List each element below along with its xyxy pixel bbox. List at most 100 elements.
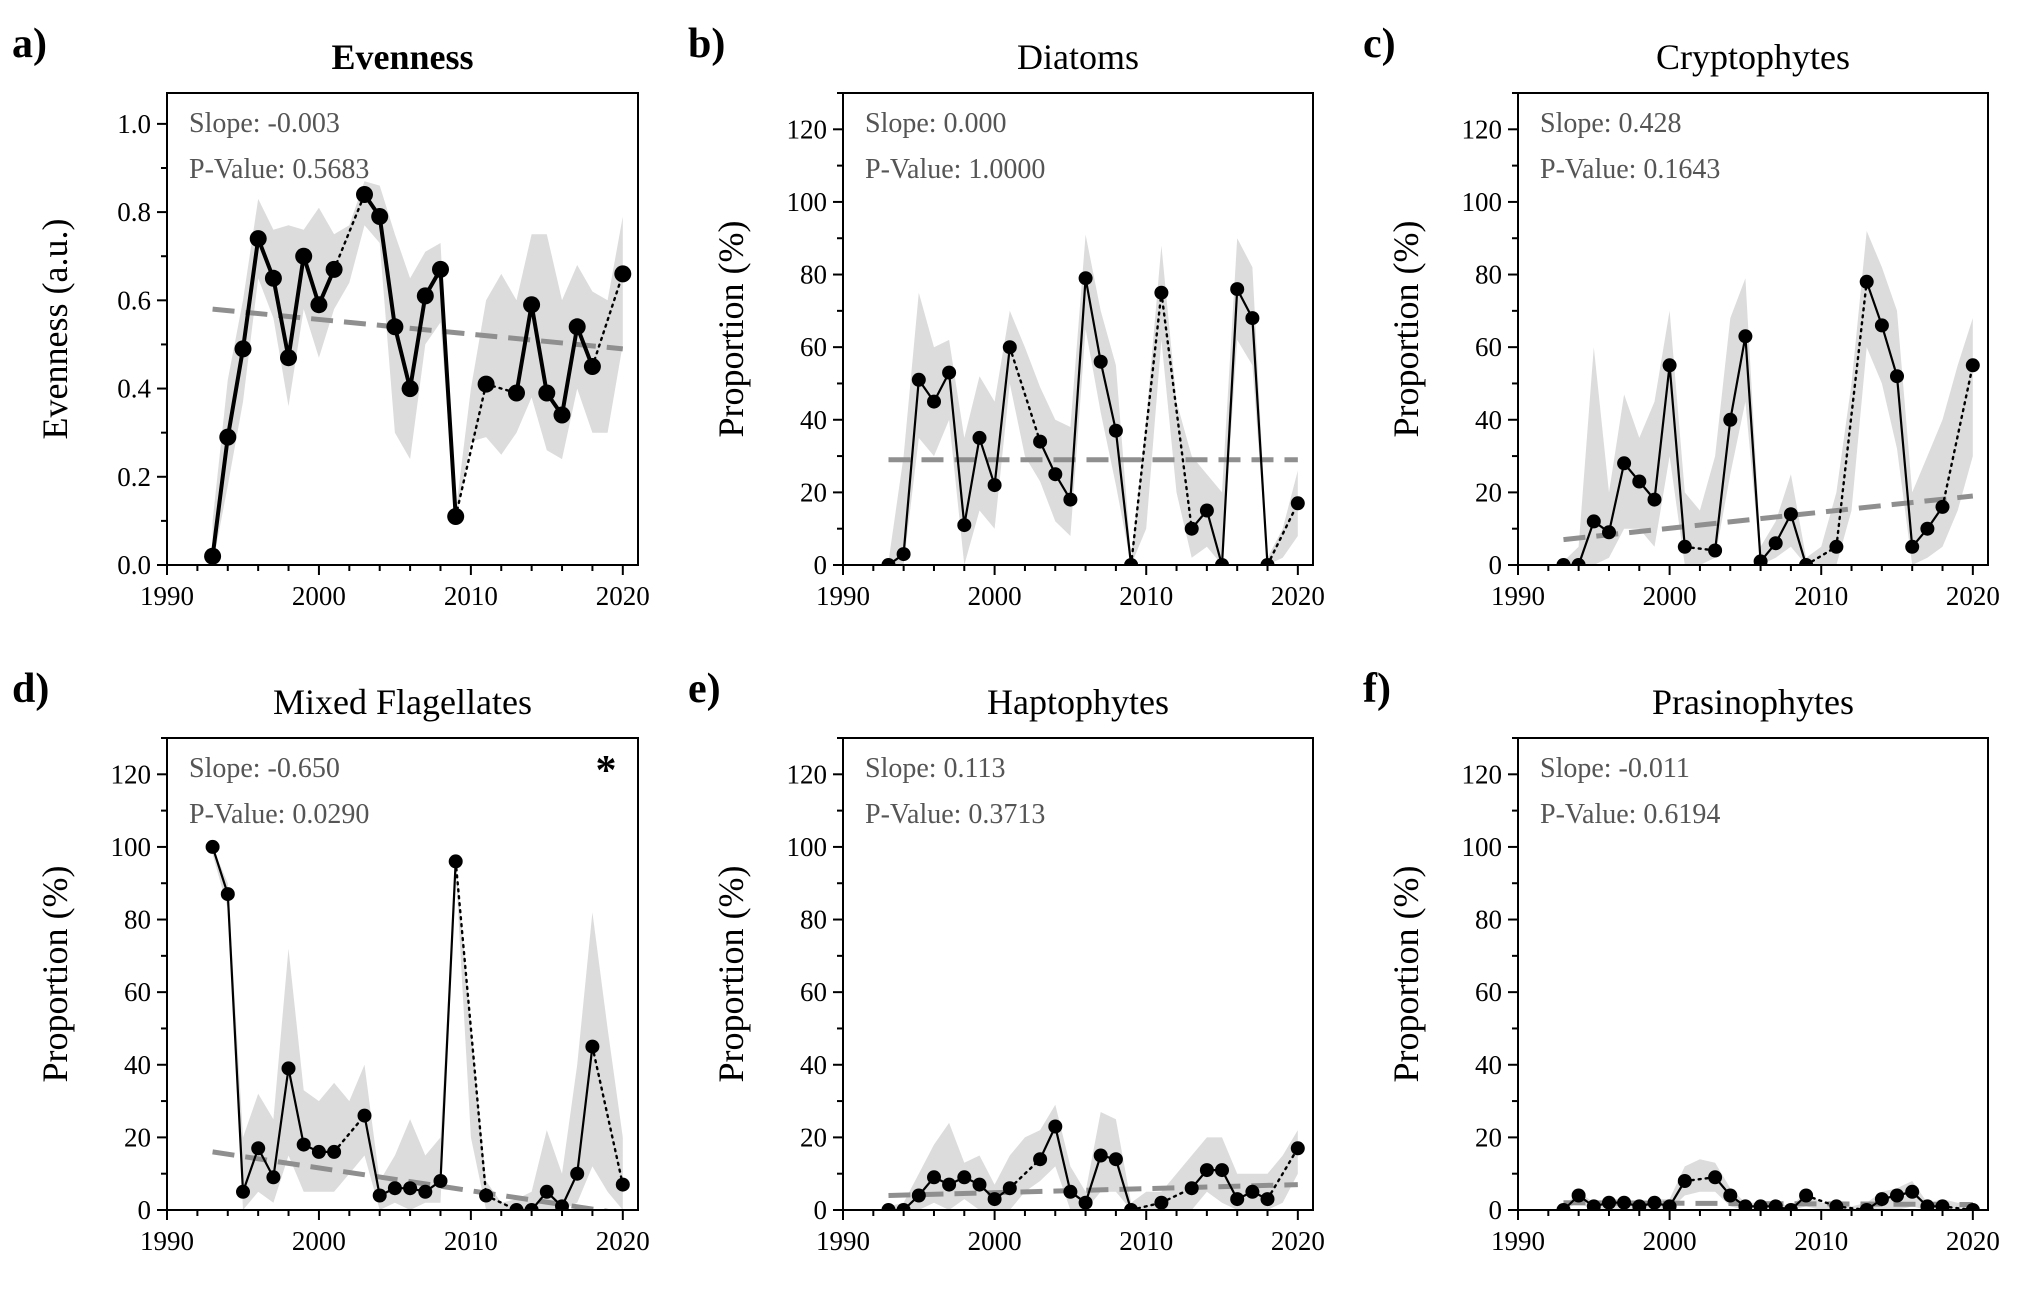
- data-point: [1768, 1199, 1783, 1210]
- x-tick-label: 2000: [968, 581, 1022, 611]
- range-band: [212, 181, 623, 565]
- chart-panel-d: 1990 2000 2010 2020 0 20 40 60 80 100 120 Proportio…: [12, 666, 650, 1256]
- plot-area: [1556, 231, 1980, 565]
- data-point: [1965, 1203, 1980, 1210]
- data-point: [1632, 474, 1647, 489]
- data-point: [942, 365, 957, 380]
- y-tick-label: 40: [1475, 1050, 1502, 1080]
- y-tick-label: 20: [124, 1122, 151, 1152]
- chart-panel-a: 1990 2000 2010 2020 0.0 0.2 0.4 0.6 0.8 1.0 Evenne…: [12, 21, 650, 611]
- y-tick-label: 100: [787, 832, 828, 862]
- y-tick-label: 0: [1489, 1195, 1503, 1225]
- data-point: [539, 1184, 554, 1199]
- p-value-annotation: P-Value: 0.5683: [189, 154, 369, 185]
- data-point: [509, 1203, 524, 1210]
- data-point: [1245, 311, 1260, 326]
- series-segment-solid: [516, 1046, 594, 1210]
- axes-frame: [166, 92, 639, 566]
- data-point: [1890, 1188, 1904, 1203]
- data-point: [1260, 558, 1275, 565]
- x-tick-label: 1990: [816, 581, 870, 611]
- data-point: [433, 1174, 448, 1188]
- x-tick-label: 2000: [292, 1226, 346, 1256]
- x-tick-label: 2020: [1946, 581, 2000, 611]
- data-point: [386, 318, 404, 336]
- data-point: [477, 375, 495, 393]
- data-point: [972, 1177, 987, 1192]
- data-point: [1647, 492, 1662, 507]
- data-point: [1033, 1152, 1048, 1167]
- y-tick-label: 20: [1475, 477, 1502, 507]
- data-point: [1093, 1148, 1108, 1163]
- x-tick-label: 1990: [1491, 1226, 1545, 1256]
- data-point: [1617, 1195, 1632, 1210]
- data-point: [371, 208, 389, 225]
- data-point: [987, 1192, 1002, 1207]
- data-point: [1723, 412, 1738, 427]
- data-point: [524, 1203, 539, 1210]
- data-point: [280, 349, 297, 367]
- x-tick-label: 2020: [596, 1226, 650, 1256]
- data-point: [327, 1144, 342, 1159]
- data-point: [266, 1170, 281, 1185]
- x-tick-label: 2020: [1946, 1226, 2000, 1256]
- series-segment-dotted: [591, 272, 624, 368]
- series-segment-dotted: [1266, 502, 1300, 565]
- panel-title: Evenness: [331, 37, 473, 77]
- data-point: [1290, 1141, 1305, 1156]
- data-point: [1108, 423, 1123, 438]
- data-point: [1859, 274, 1874, 289]
- series-segment-dotted: [1941, 1205, 1975, 1210]
- plot-area: [881, 1104, 1305, 1210]
- data-point: [1199, 1163, 1214, 1178]
- trend-line: [1563, 1200, 1973, 1208]
- slope-annotation: Slope: -0.003: [189, 108, 340, 139]
- y-tick-label: 40: [1475, 405, 1502, 435]
- series-segment-dotted: [1835, 1205, 1868, 1210]
- y-tick-label: 60: [1475, 977, 1502, 1007]
- data-point: [372, 1188, 387, 1203]
- data-point: [401, 380, 419, 398]
- x-tick-label: 2010: [444, 1226, 498, 1256]
- data-point: [583, 358, 601, 375]
- data-point: [1245, 1184, 1260, 1199]
- data-point: [1677, 539, 1692, 554]
- data-point: [1586, 514, 1601, 529]
- data-point: [1890, 369, 1904, 384]
- series-segment-dotted: [1129, 1201, 1163, 1210]
- data-point: [205, 839, 220, 854]
- y-tick-label: 120: [111, 759, 152, 789]
- data-point: [1556, 558, 1571, 565]
- panel-title: Cryptophytes: [1656, 37, 1850, 77]
- series-segment-dotted: [332, 1114, 366, 1154]
- slope-annotation: Slope: -0.650: [189, 753, 340, 784]
- y-tick-label: 0: [1489, 550, 1503, 580]
- data-point: [1738, 1199, 1753, 1210]
- x-tick-label: 2000: [1643, 1226, 1697, 1256]
- data-point: [403, 1181, 418, 1196]
- data-point: [1768, 536, 1783, 551]
- data-point: [249, 230, 267, 248]
- chart-panel-b: 1990 2000 2010 2020 0 20 40 60 80 100 120 Proportio…: [688, 21, 1325, 611]
- panel-letter: a): [12, 21, 47, 67]
- x-tick-label: 2010: [444, 581, 498, 611]
- panel-letter: e): [688, 666, 721, 712]
- data-point: [1290, 496, 1305, 511]
- data-point: [957, 518, 972, 533]
- y-tick-label: 40: [800, 405, 827, 435]
- data-point: [479, 1188, 494, 1203]
- data-point: [281, 1061, 296, 1076]
- axes-frame: [842, 92, 1314, 566]
- data-point: [1617, 456, 1632, 471]
- data-point: [927, 1170, 941, 1185]
- y-tick-label: 0.8: [117, 197, 151, 227]
- y-tick-label: 80: [1475, 260, 1502, 290]
- data-point: [1230, 1192, 1245, 1207]
- data-point: [1571, 558, 1586, 565]
- data-point: [538, 384, 556, 402]
- slope-annotation: Slope: 0.428: [1540, 108, 1682, 139]
- y-tick-label: 80: [800, 905, 827, 935]
- panel-title: Prasinophytes: [1652, 682, 1854, 722]
- y-tick-label: 120: [1462, 114, 1503, 144]
- plot-area: [205, 839, 630, 1210]
